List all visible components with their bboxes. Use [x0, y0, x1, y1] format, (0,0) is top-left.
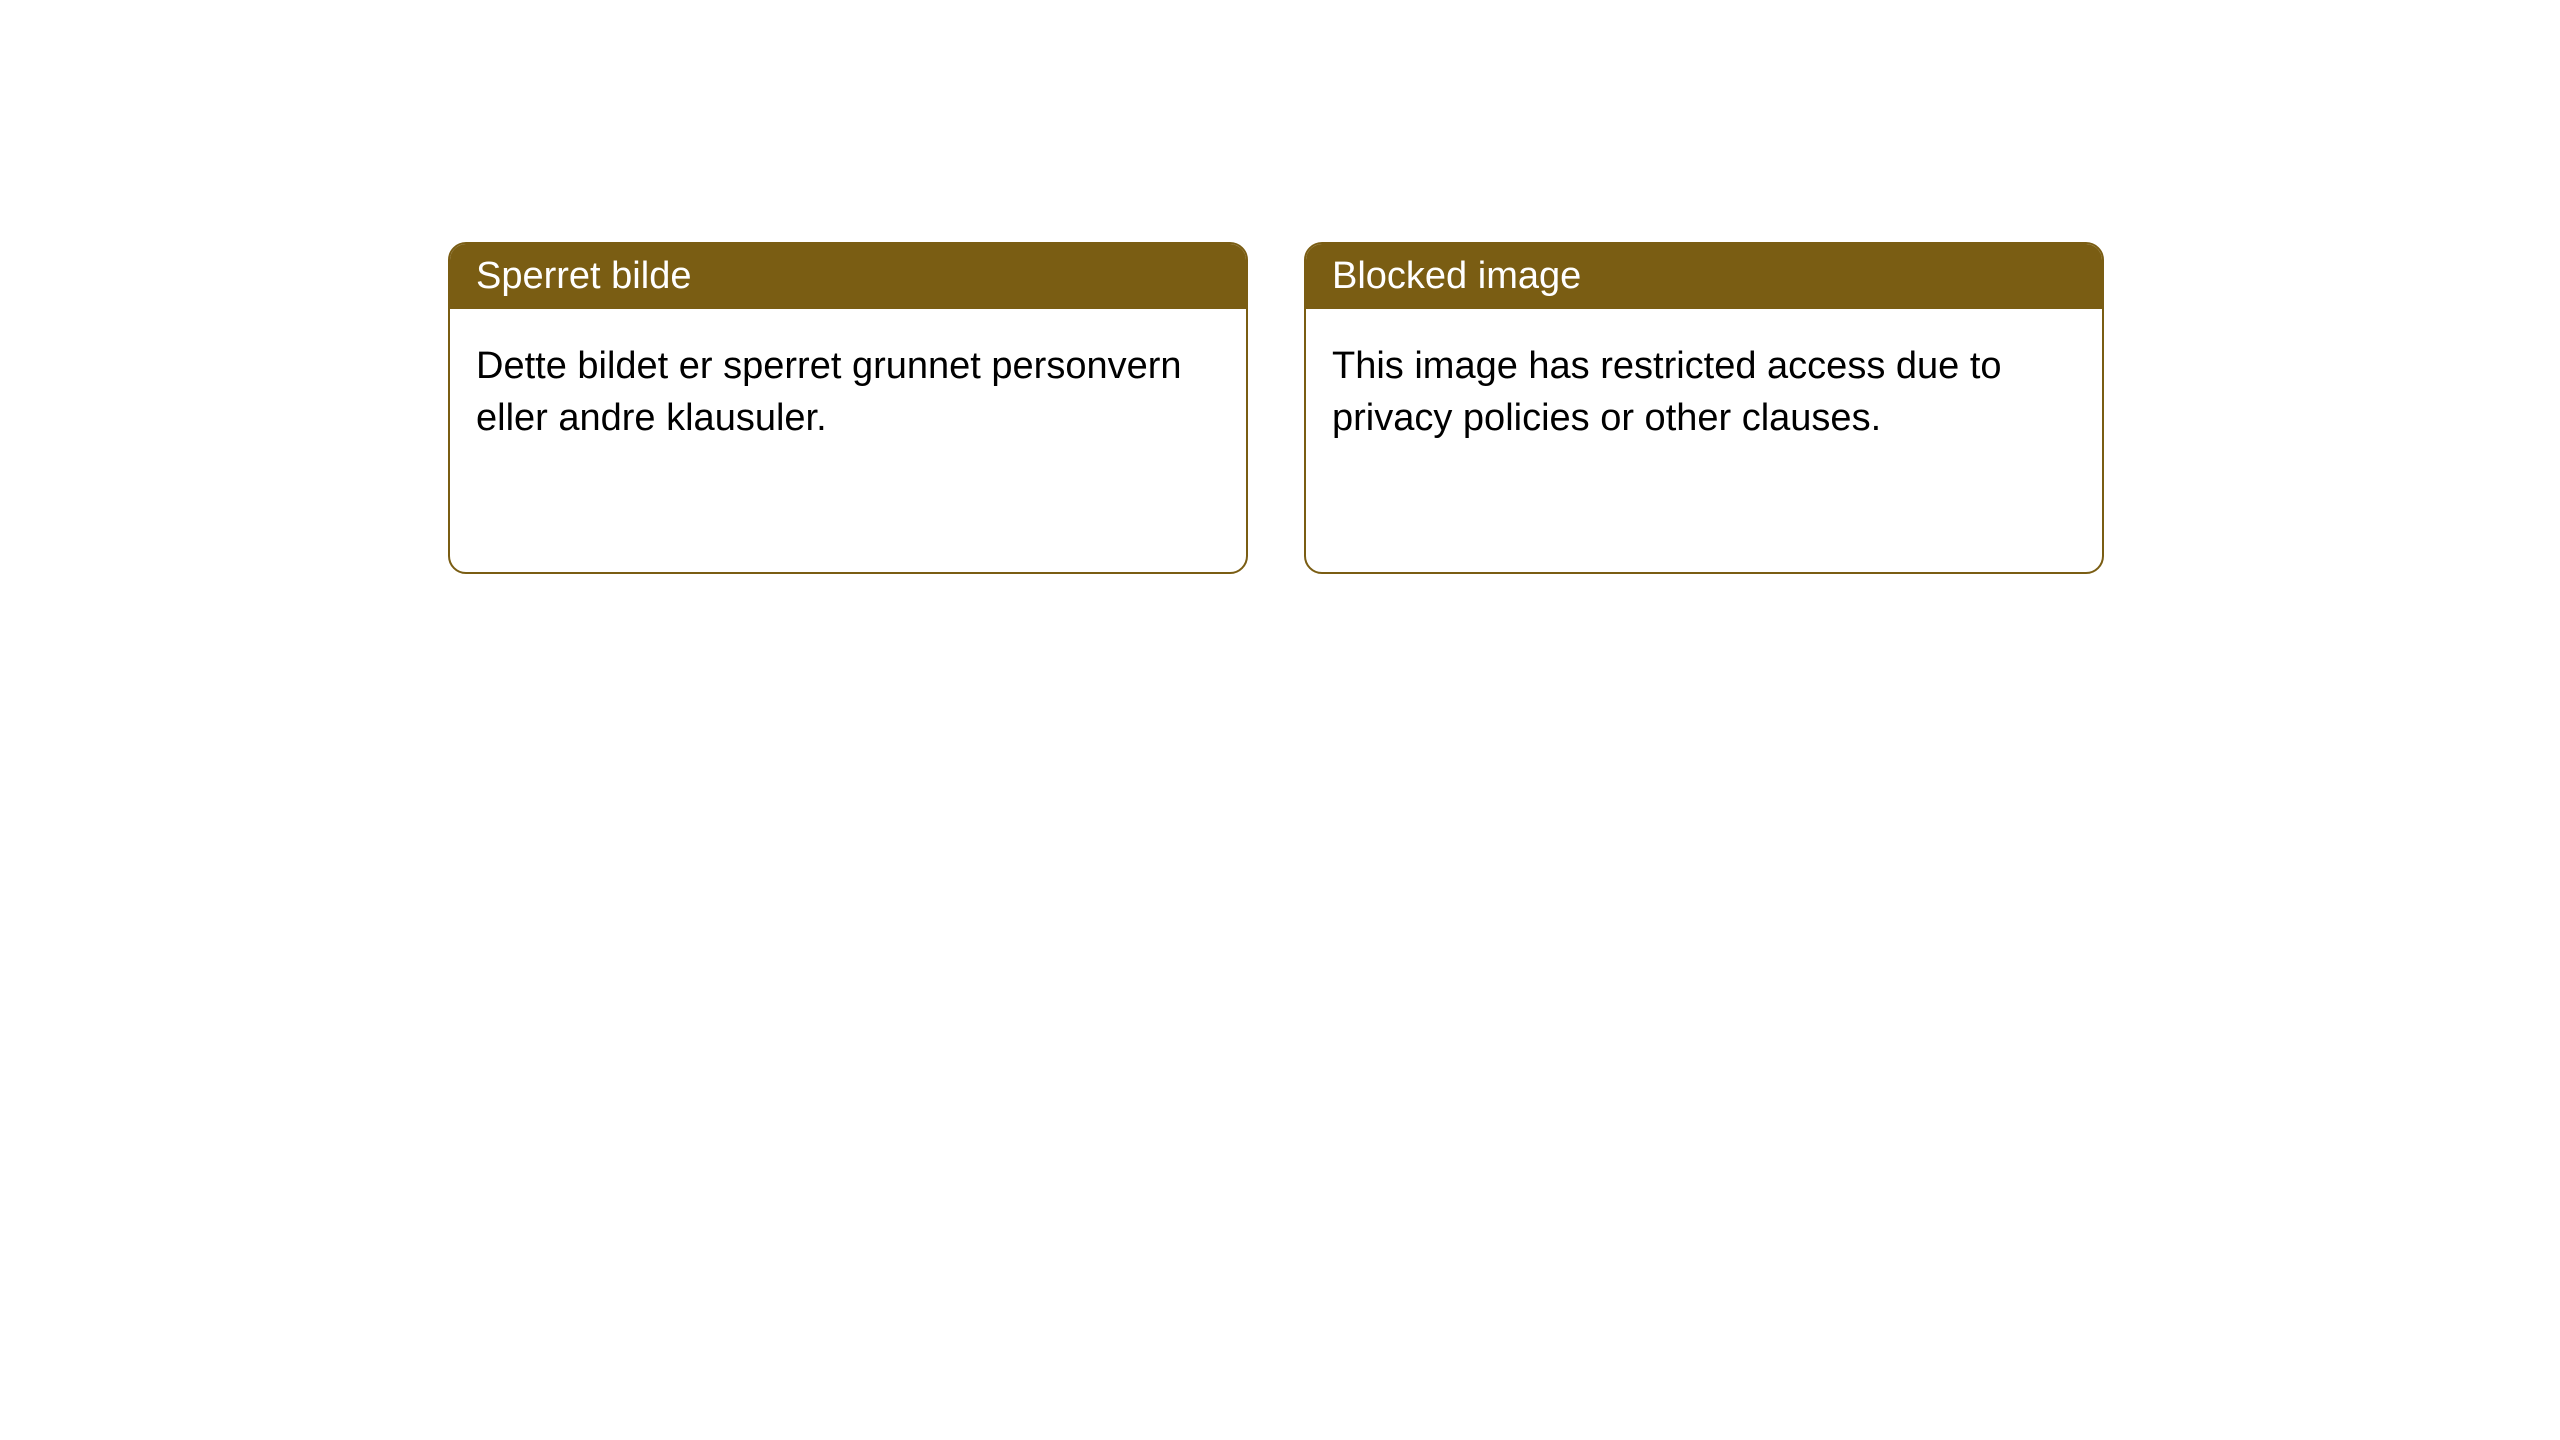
card-title: Blocked image	[1306, 244, 2102, 309]
card-body: This image has restricted access due to …	[1306, 309, 2102, 476]
cards-container: Sperret bilde Dette bildet er sperret gr…	[0, 0, 2560, 574]
card-body: Dette bildet er sperret grunnet personve…	[450, 309, 1246, 476]
blocked-image-card-en: Blocked image This image has restricted …	[1304, 242, 2104, 574]
card-title: Sperret bilde	[450, 244, 1246, 309]
blocked-image-card-no: Sperret bilde Dette bildet er sperret gr…	[448, 242, 1248, 574]
